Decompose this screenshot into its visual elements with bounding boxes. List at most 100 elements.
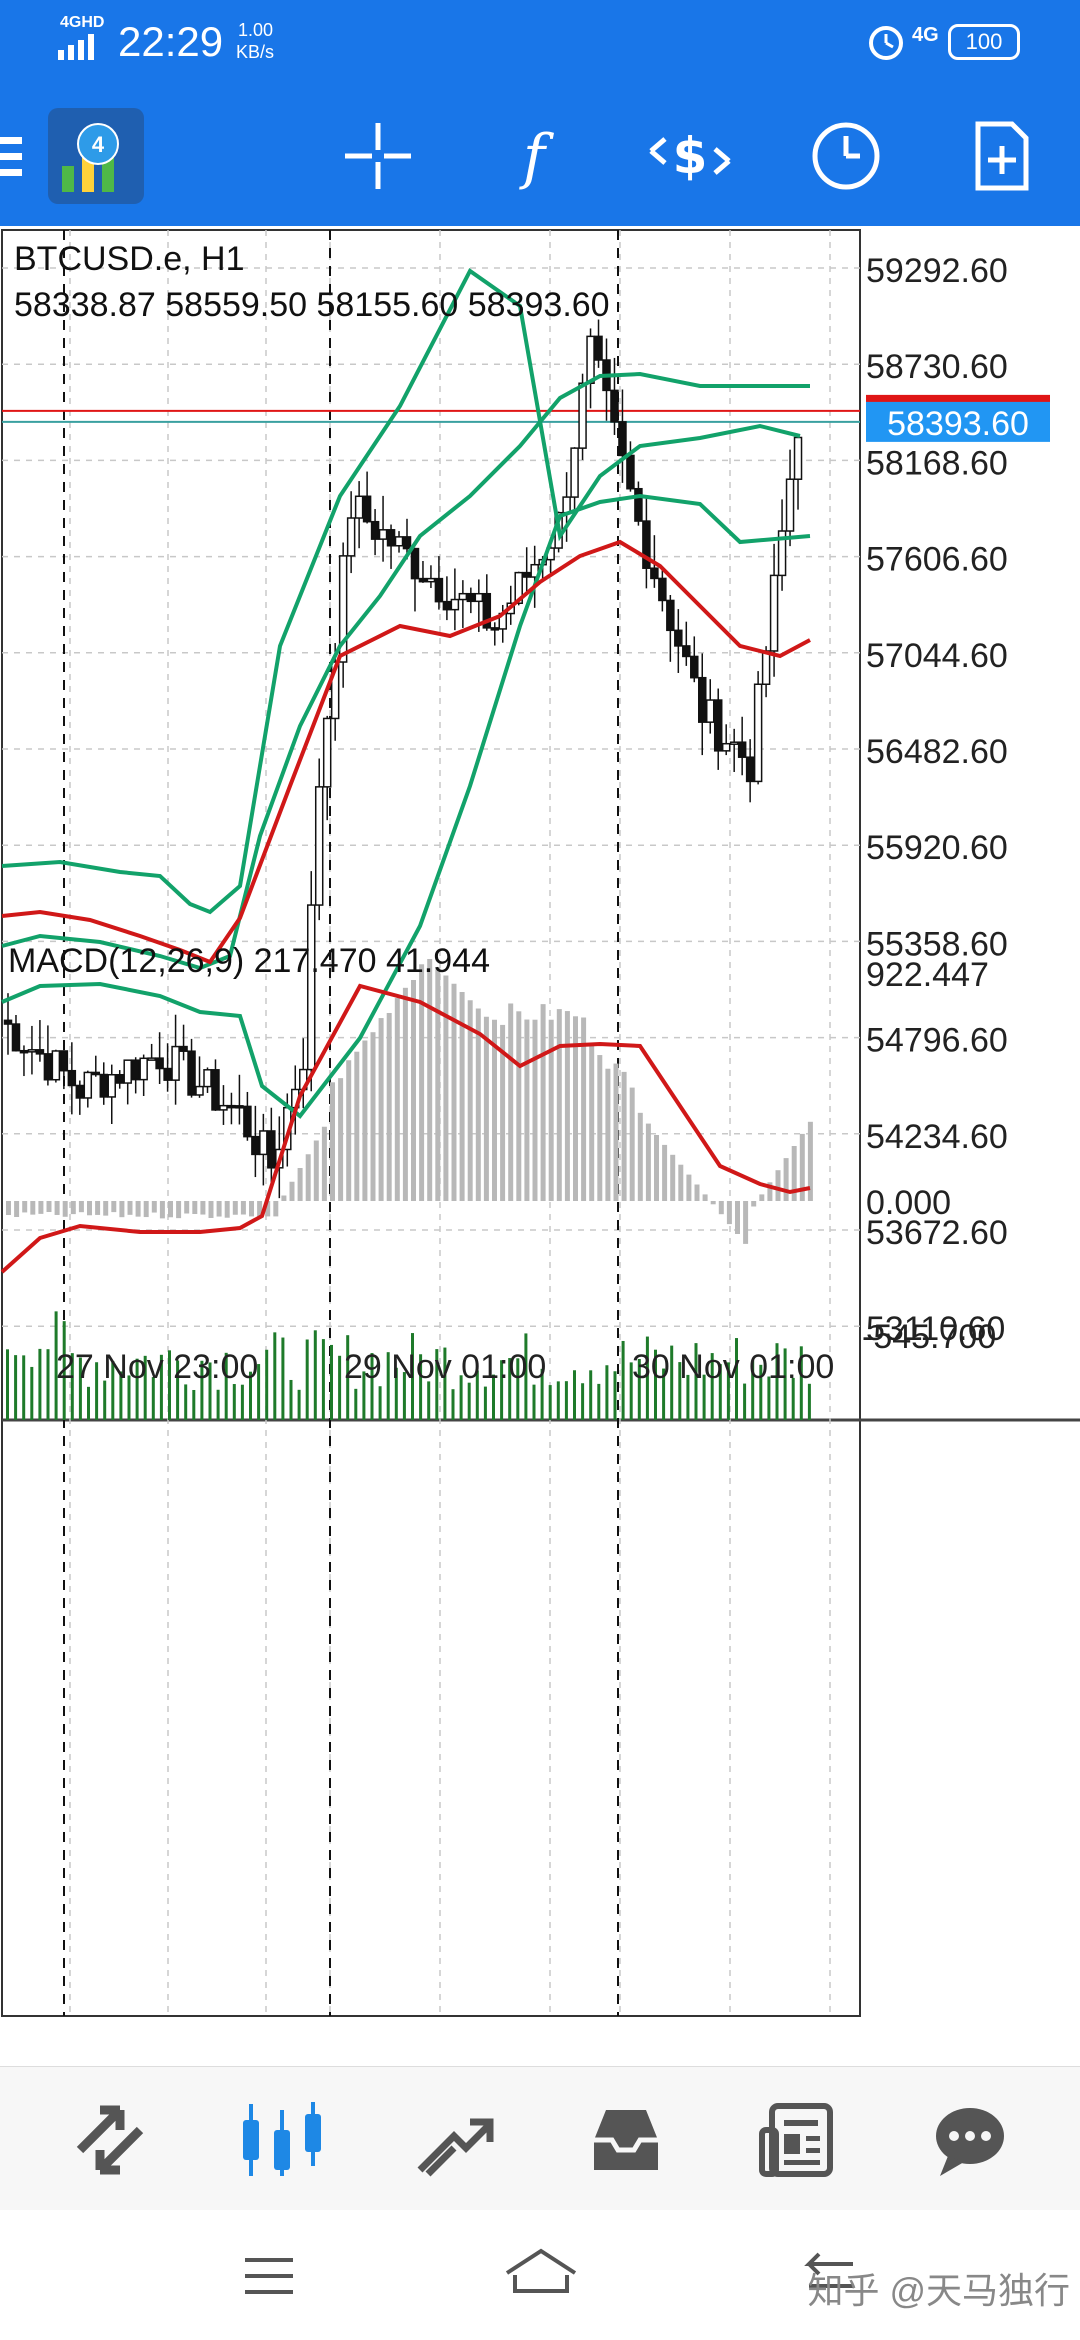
macd-bar — [159, 1201, 165, 1219]
volume-bar — [427, 1381, 431, 1420]
volume-bar — [791, 1377, 795, 1420]
macd-bar — [702, 1194, 708, 1201]
macd-bar — [411, 980, 416, 1201]
volume-bar — [54, 1311, 58, 1420]
volume-bar — [46, 1349, 50, 1420]
chart-icon[interactable] — [227, 2085, 337, 2195]
macd-bar — [791, 1146, 797, 1201]
macd-bar — [378, 1018, 384, 1201]
volume-bar — [208, 1362, 212, 1420]
macd-bar — [670, 1154, 676, 1201]
quotes-icon[interactable] — [55, 2085, 165, 2195]
network-type: 4GHD — [60, 14, 105, 31]
macd-bar — [726, 1201, 732, 1225]
battery-indicator: 100 — [948, 24, 1020, 60]
macd-bar — [799, 1133, 805, 1201]
macd-bar — [500, 1024, 506, 1201]
volume-bar — [281, 1337, 285, 1420]
macd-bar — [95, 1201, 101, 1215]
app-logo[interactable]: 4 — [48, 108, 144, 204]
news-icon[interactable] — [743, 2085, 853, 2195]
price-tick-label: 57606.60 — [866, 541, 1008, 579]
trade-icon[interactable] — [399, 2085, 509, 2195]
history-icon[interactable] — [571, 2085, 681, 2195]
candle — [682, 645, 691, 658]
macd-bar — [192, 1201, 198, 1214]
volume-bar — [807, 1383, 811, 1420]
trade-dollar-icon[interactable]: $ — [642, 108, 738, 204]
volume-bar — [702, 1374, 706, 1420]
clock-icon[interactable] — [798, 108, 894, 204]
alarm-icon — [866, 22, 906, 67]
candle — [466, 592, 476, 603]
volume-bar — [759, 1364, 763, 1420]
macd-bar — [645, 1123, 651, 1201]
macd-bar — [662, 1144, 668, 1201]
candle — [99, 1073, 109, 1098]
volume-bar — [305, 1339, 309, 1420]
macd-bar — [370, 1032, 376, 1201]
macd-bar — [451, 983, 457, 1201]
ohlc-label: 58338.87 58559.50 58155.60 58393.60 — [14, 286, 610, 324]
macd-bar — [686, 1174, 692, 1201]
svg-text:$: $ — [673, 127, 708, 185]
recents-icon[interactable] — [226, 2240, 316, 2310]
candle — [163, 1067, 172, 1081]
candle — [705, 699, 715, 723]
time-label: 27 Nov 23:00 — [56, 1348, 258, 1386]
candle — [426, 577, 436, 583]
candle — [370, 520, 380, 540]
volume-bar — [548, 1385, 552, 1420]
time-label: 29 Nov 01:00 — [344, 1348, 546, 1386]
macd-bar — [232, 1201, 238, 1215]
candle — [442, 600, 452, 611]
back-icon[interactable] — [786, 2240, 876, 2310]
volume-bar — [240, 1384, 244, 1420]
chart-area[interactable]: 59292.60 58730.60 58168.60 57606.60 57044.60… — [0, 226, 1080, 2066]
volume-bar — [200, 1360, 204, 1420]
indicators-f-icon[interactable]: f — [486, 108, 582, 204]
macd-bar — [135, 1201, 141, 1217]
new-order-icon[interactable] — [954, 108, 1050, 204]
macd-bar — [208, 1201, 214, 1218]
candle — [761, 650, 771, 685]
macd-bar — [613, 1063, 619, 1201]
candle — [642, 520, 651, 569]
chart-symbol-label: BTCUSD.e, H1 — [14, 240, 245, 278]
home-icon[interactable] — [496, 2240, 586, 2310]
candle — [314, 786, 324, 906]
price-chart[interactable]: 59292.60 58730.60 58168.60 57606.60 57044.60… — [0, 226, 1080, 2066]
net-speed-value: 1.00 — [238, 20, 274, 40]
candle — [458, 592, 468, 601]
volume-bar — [799, 1346, 803, 1420]
macd-title-label: MACD(12,26,9) 217.470 41.944 — [8, 942, 490, 980]
volume-bar — [394, 1367, 398, 1420]
macd-bar — [735, 1201, 740, 1234]
chat-icon[interactable] — [915, 2085, 1025, 2195]
macd-bar — [224, 1201, 230, 1218]
candle — [362, 495, 372, 523]
price-tick-label: 53672.60 — [866, 1214, 1008, 1252]
macd-bar — [240, 1201, 246, 1215]
volume-bar — [103, 1380, 107, 1420]
candle — [690, 655, 699, 679]
volume-bar — [532, 1384, 536, 1420]
candle — [610, 389, 619, 423]
volume-bar — [540, 1368, 544, 1420]
macd-bar — [759, 1194, 765, 1201]
candle — [482, 592, 492, 629]
macd-tick-zero: 0.000 — [866, 1184, 951, 1222]
candle — [514, 571, 523, 604]
macd-bar — [305, 1154, 311, 1201]
candle — [330, 661, 340, 720]
volume-bar — [95, 1362, 99, 1420]
top-toolbar: 4 f $ — [0, 86, 1080, 226]
volume-bar — [22, 1355, 26, 1420]
crosshair-icon[interactable] — [330, 108, 426, 204]
menu-icon[interactable] — [0, 108, 66, 204]
macd-bar — [492, 1019, 497, 1201]
candle — [338, 555, 348, 663]
macd-bar — [338, 1078, 344, 1201]
volume-bar — [475, 1370, 479, 1420]
macd-bar — [678, 1164, 684, 1201]
